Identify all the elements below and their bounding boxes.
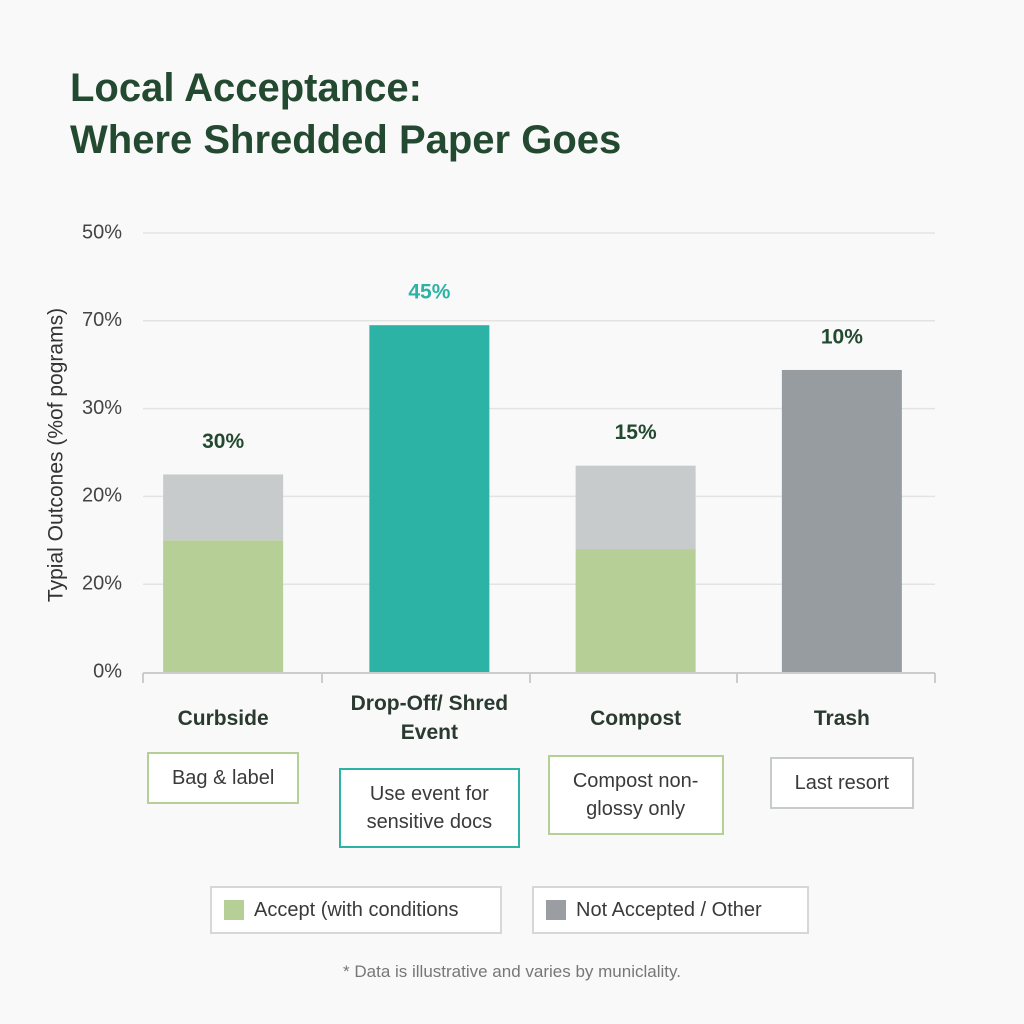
y-tick-label: 70%	[82, 309, 122, 331]
note-box: Use event for sensitive docs	[338, 768, 520, 848]
y-tick-label: 0%	[93, 660, 122, 682]
bar-label: 45%	[408, 281, 450, 304]
y-tick-label: 20%	[82, 485, 122, 507]
legend-label: Accept (with conditions	[254, 898, 459, 921]
legend-swatch	[546, 900, 566, 920]
bar-segment	[575, 465, 696, 550]
y-tick-label: 50%	[82, 221, 122, 243]
bar-segment	[575, 549, 696, 672]
note-box: Bag & label	[147, 752, 300, 804]
y-tick-label: 30%	[82, 397, 122, 419]
y-axis-label: Typial Outcones (%of pograms)	[45, 308, 68, 602]
bar-segment	[369, 325, 490, 672]
x-tick-label: Compost	[590, 706, 682, 730]
note-box: Compost non-glossy only	[547, 755, 724, 835]
axis-ticks	[142, 673, 936, 683]
legend-item: Accept (with conditions	[210, 886, 502, 934]
footnote: * Data is illustrative and varies by mun…	[343, 962, 681, 981]
bar-label: 15%	[615, 421, 657, 444]
bar-segment	[163, 474, 284, 541]
x-tick-label: Drop-Off/ Shred Event	[350, 692, 509, 744]
legend-label: Not Accepted / Other	[576, 898, 762, 921]
chart-title: Local Acceptance:	[70, 66, 422, 110]
legend-item: Not Accepted / Other	[532, 886, 809, 934]
legend-swatch	[224, 900, 244, 920]
x-tick-label: Trash	[813, 706, 870, 730]
bar-label: 30%	[202, 430, 244, 453]
bar-segment	[163, 540, 284, 672]
y-tick-label: 20%	[82, 572, 122, 594]
note-box: Last resort	[769, 757, 914, 809]
x-tick-label: Curbside	[177, 706, 269, 730]
bar-segment	[781, 369, 902, 672]
bar-label: 10%	[821, 326, 863, 349]
chart-title: Where Shredded Paper Goes	[70, 118, 622, 162]
